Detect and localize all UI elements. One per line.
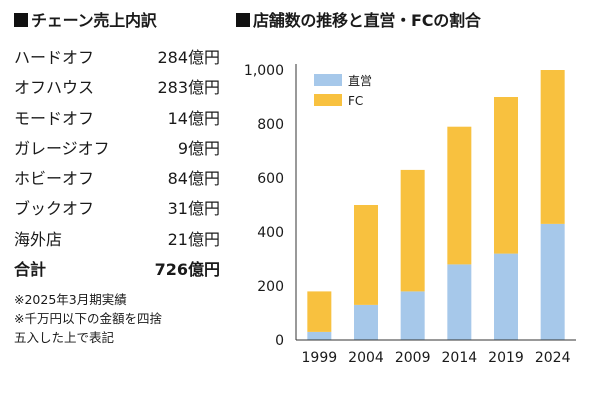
y-tick-label: 800 [257,117,284,133]
x-tick-label: 2009 [395,350,431,366]
breakdown-row: オフハウス 283億円 [14,74,220,104]
legend-label: 直営 [348,74,372,88]
x-tick-label: 1999 [302,350,338,366]
bar-segment-direct [307,331,332,340]
chain-sales: 9億円 [177,138,220,158]
legend-label: FC [348,94,363,108]
breakdown-row: 海外店 21億円 [14,226,220,256]
legend-swatch [314,94,342,106]
chain-name: モードオフ [14,108,95,128]
breakdown-row: ハードオフ 284億円 [14,44,220,74]
x-tick-label: 2014 [442,350,478,366]
x-tick-label: 2024 [535,350,571,366]
bar-segment-fc [540,70,565,224]
breakdown-row: モードオフ 14億円 [14,105,220,135]
bar-segment-direct [400,291,425,340]
bar-segment-fc [307,291,332,332]
breakdown-row: ホビーオフ 84億円 [14,165,220,195]
y-tick-label: 200 [257,279,284,295]
stacked-bar-chart: 0 200 400 600 800 1,000 1999 2004 2009 2014 2019 20… [244,63,576,366]
breakdown-row: ガレージオフ 9億円 [14,135,220,165]
chain-name: ハードオフ [14,48,95,67]
bar-segment-fc [400,169,425,292]
footnote: ※千万円以下の金額を四捨 [14,311,162,327]
bar-segment-fc [494,97,518,254]
breakdown-heading: チェーン売上内訳 [14,10,220,32]
total-value: 726億円 [154,260,220,280]
bar-segment-direct [354,304,378,340]
breakdown-title: チェーン売上内訳 [31,11,157,30]
total-label: 合計 [14,260,47,280]
bar-segment-fc [354,205,378,305]
bar-segment-direct [540,223,565,340]
footnote: 五入した上で表記 [14,330,115,346]
chain-sales: 14億円 [167,108,220,128]
y-tick-label: 1,000 [244,63,284,79]
chain-name: ガレージオフ [14,138,110,158]
breakdown-row: ブックオフ 31億円 [14,195,220,225]
square-bullet-icon [14,13,28,27]
chain-name: オフハウス [14,78,95,98]
sales-breakdown-panel: チェーン売上内訳 ハードオフ 284億円 オフハウス 283億円 モードオフ 14億円… [14,10,220,347]
x-tick-label: 2004 [348,350,384,366]
chain-name: 海外店 [14,229,63,249]
footnotes: ※2025年3月期実績 ※千万円以下の金額を四捨 五入した上で表記 [14,290,220,347]
bar-segment-direct [494,253,518,340]
y-tick-label: 0 [275,333,284,349]
bar-segment-fc [447,126,472,265]
chain-sales: 84億円 [167,169,220,189]
chart-title: 店舗数の推移と直営・FCの割合 [253,11,481,30]
store-count-chart-panel: 店舗数の推移と直営・FCの割合 0 200 400 600 800 1,000 1999 20… [236,10,596,398]
chain-sales: 283億円 [157,78,220,98]
legend-swatch [314,74,342,86]
chain-name: ブックオフ [14,199,95,219]
bar-segment-direct [447,264,472,340]
x-tick-label: 2019 [488,350,524,366]
y-tick-label: 400 [257,225,284,241]
footnote: ※2025年3月期実績 [14,292,127,308]
chain-sales: 284億円 [157,48,220,67]
square-bullet-icon [236,13,250,27]
chart-heading: 店舗数の推移と直営・FCの割合 [236,10,596,32]
chain-name: ホビーオフ [14,169,95,189]
breakdown-list: ハードオフ 284億円 オフハウス 283億円 モードオフ 14億円 ガレージオフ 9億… [14,44,220,286]
chain-sales: 21億円 [167,229,220,249]
chain-sales: 31億円 [167,199,220,219]
breakdown-total-row: 合計 726億円 [14,256,220,286]
y-tick-label: 600 [257,171,284,187]
